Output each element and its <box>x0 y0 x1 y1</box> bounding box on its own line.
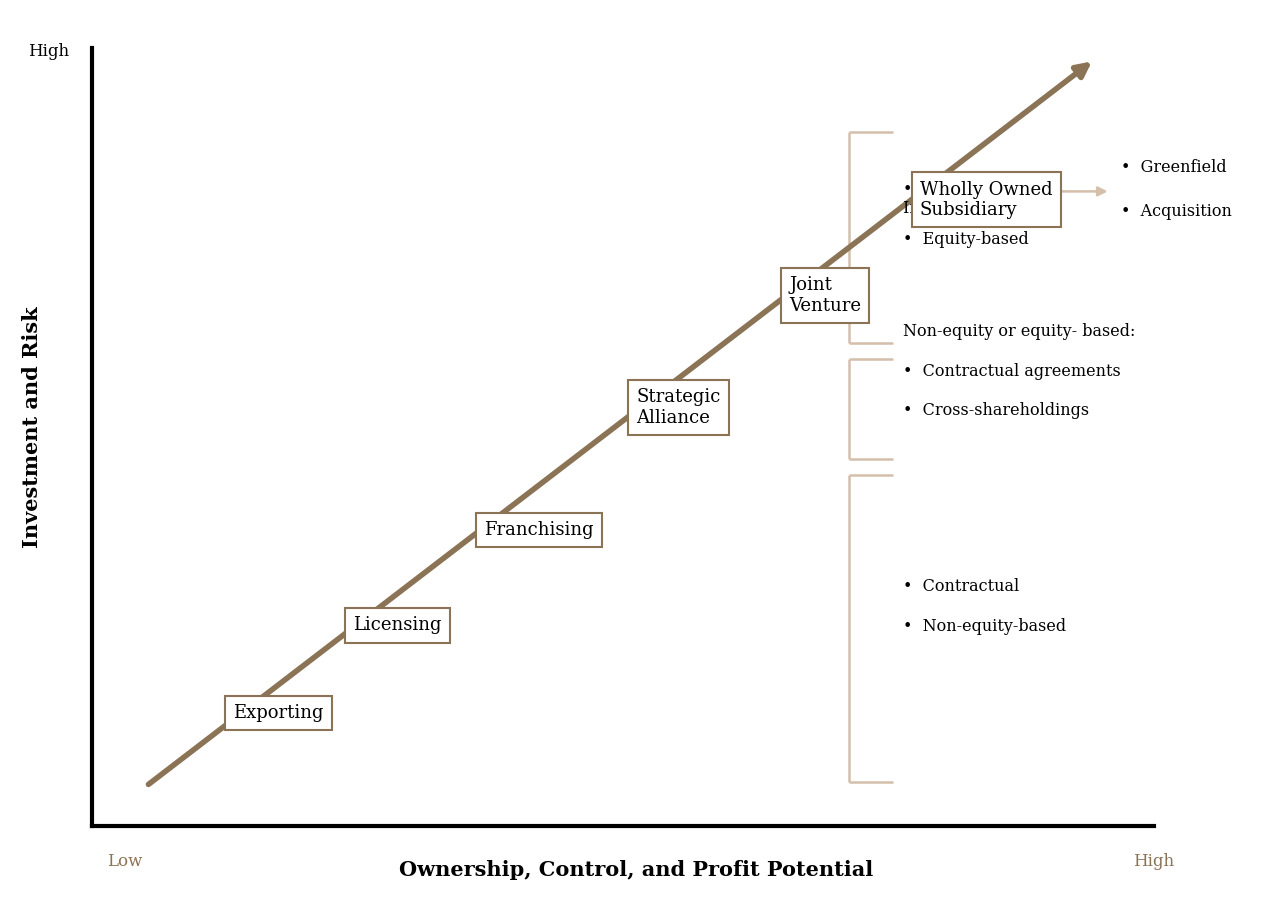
Text: •  Cross-shareholdings: • Cross-shareholdings <box>904 402 1090 419</box>
Text: Wholly Owned
Subsidiary: Wholly Owned Subsidiary <box>920 180 1052 219</box>
Text: •  Contractual agreements: • Contractual agreements <box>904 363 1122 380</box>
Text: Exporting: Exporting <box>233 704 324 723</box>
Text: Licensing: Licensing <box>353 616 442 634</box>
Text: Joint
Venture: Joint Venture <box>789 276 861 315</box>
Text: •  Equity-based: • Equity-based <box>904 231 1029 248</box>
Text: Low: Low <box>106 853 142 870</box>
Text: •  Foreign Direct
Investments (FDI): • Foreign Direct Investments (FDI) <box>904 181 1051 217</box>
Text: Strategic
Alliance: Strategic Alliance <box>637 388 720 427</box>
Text: Investment and Risk: Investment and Risk <box>22 306 42 548</box>
Text: •  Non-equity-based: • Non-equity-based <box>904 618 1066 635</box>
Text: Ownership, Control, and Profit Potential: Ownership, Control, and Profit Potential <box>399 860 874 880</box>
Text: •  Acquisition: • Acquisition <box>1122 203 1232 220</box>
Text: High: High <box>1133 853 1175 870</box>
Text: •  Contractual: • Contractual <box>904 578 1019 595</box>
Text: Non-equity or equity- based:: Non-equity or equity- based: <box>904 323 1136 340</box>
Text: Franchising: Franchising <box>484 520 594 538</box>
Text: High: High <box>28 43 68 60</box>
Text: •  Greenfield: • Greenfield <box>1122 159 1227 176</box>
